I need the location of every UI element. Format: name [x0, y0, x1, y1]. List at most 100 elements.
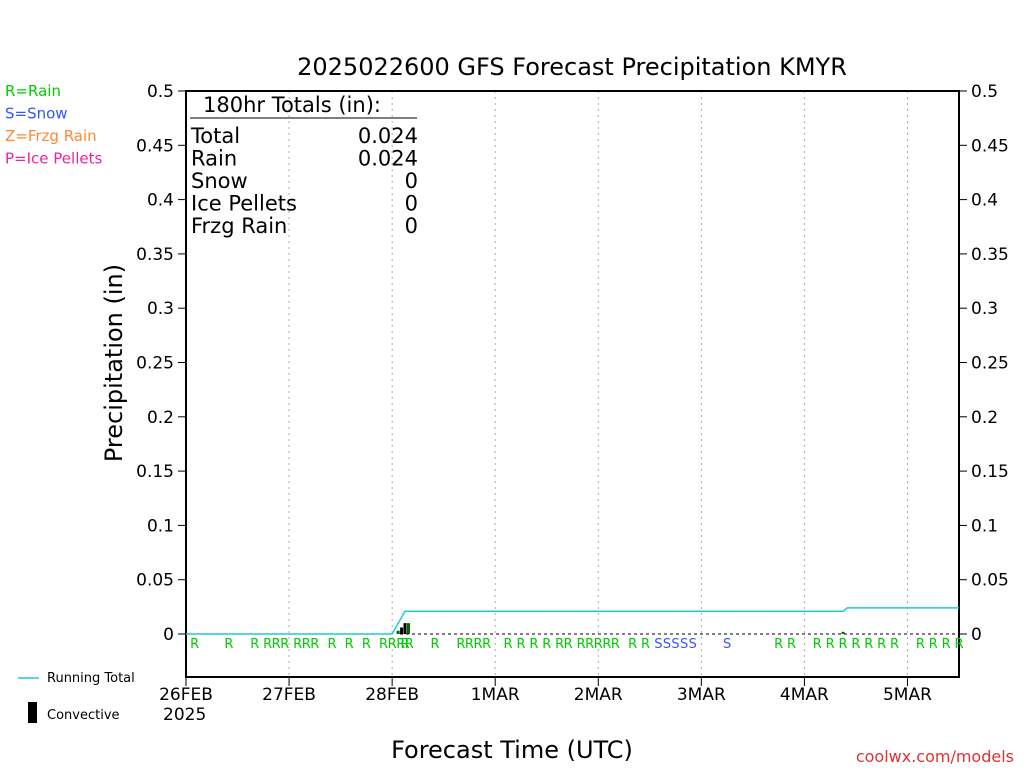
- precip-type-marker: R: [564, 637, 573, 652]
- x-tick-label: 3MAR: [677, 685, 726, 705]
- totals-row-value: 0: [405, 169, 418, 193]
- y-axis-left: 0.5 0.45 0.4 0.35 0.3 0.25 0.2 0.15 0.1 0.05 0: [136, 82, 186, 645]
- totals-row-value: 0: [405, 214, 418, 238]
- precip-type-marker: R: [190, 637, 199, 652]
- precip-type-marker: S: [680, 637, 688, 652]
- x-tick-label: 26FEB: [159, 685, 213, 705]
- chart-title: 2025022600 GFS Forecast Precipitation KM…: [297, 53, 847, 81]
- precip-type-marker: R: [929, 637, 938, 652]
- y-axis-label: Precipitation (in): [100, 264, 128, 462]
- precip-type-marker: R: [839, 637, 848, 652]
- precip-type-marker: R: [555, 637, 564, 652]
- precip-type-marker: R: [362, 637, 371, 652]
- precip-type-marker: R: [851, 637, 860, 652]
- precip-type-marker: S: [654, 637, 662, 652]
- legend-snow: S=Snow: [5, 105, 68, 123]
- precip-type-marker: R: [877, 637, 886, 652]
- y-tick-label-right: 0.4: [971, 191, 998, 211]
- x-axis-label: Forecast Time (UTC): [391, 736, 633, 764]
- precip-type-marker: R: [431, 637, 440, 652]
- x-axis: 26FEB 27FEB 28FEB 1MAR 2MAR 3MAR 4MAR 5MAR: [159, 677, 932, 705]
- y-tick-label-right: 0: [971, 625, 982, 645]
- convective-bar: [400, 627, 404, 634]
- precip-type-marker: S: [723, 637, 731, 652]
- convective-bar: [403, 623, 407, 634]
- x-tick-label: 28FEB: [365, 685, 419, 705]
- convective-legend-swatch: [28, 702, 37, 723]
- precip-type-marker: R: [473, 637, 482, 652]
- totals-row-label: Total: [190, 124, 240, 148]
- vertical-grid: [288, 91, 908, 677]
- precip-type-marker: R: [529, 637, 538, 652]
- x-tick-label: 5MAR: [883, 685, 932, 705]
- precip-type-marker: R: [594, 637, 603, 652]
- totals-row-label: Snow: [191, 169, 248, 193]
- precip-type-marker: R: [504, 637, 513, 652]
- precip-type-marker: R: [327, 637, 336, 652]
- precip-type-marker: R: [942, 637, 951, 652]
- precip-type-marker: R: [272, 637, 281, 652]
- totals-row-label: Rain: [191, 147, 237, 171]
- legend-ice: P=Ice Pellets: [5, 150, 102, 168]
- convective-legend-label: Convective: [47, 708, 120, 723]
- precip-type-marker: R: [293, 637, 302, 652]
- running-total-polyline: [186, 607, 959, 635]
- precip-type-marker: R: [396, 637, 405, 652]
- y-tick-label-left: 0.25: [136, 354, 174, 374]
- precip-type-marker: R: [345, 637, 354, 652]
- precip-type-legend: R=Rain S=Snow Z=Frzg Rain P=Ice Pellets: [5, 82, 102, 168]
- precip-type-marker: R: [465, 637, 474, 652]
- y-tick-label-left: 0.5: [147, 82, 174, 102]
- precip-type-marker: R: [890, 637, 899, 652]
- precip-type-marker: R: [456, 637, 465, 652]
- precip-type-marker: R: [787, 637, 796, 652]
- precip-type-marker: R: [774, 637, 783, 652]
- precip-type-marker: R: [263, 637, 272, 652]
- y-tick-label-right: 0.25: [971, 354, 1009, 374]
- y-tick-label-left: 0.35: [136, 245, 174, 265]
- totals-heading: 180hr Totals (in):: [203, 93, 381, 117]
- y-tick-label-left: 0.1: [147, 516, 174, 536]
- precip-type-marker: S: [689, 637, 697, 652]
- y-tick-label-right: 0.15: [971, 462, 1009, 482]
- totals-row-value: 0: [405, 192, 418, 216]
- precip-type-marker: R: [250, 637, 259, 652]
- x-tick-label: 2MAR: [574, 685, 623, 705]
- precip-type-marker: S: [671, 637, 679, 652]
- y-tick-label-right: 0.2: [971, 408, 998, 428]
- y-tick-label-right: 0.5: [971, 82, 998, 102]
- totals-row-value: 0.024: [358, 147, 418, 171]
- y-tick-label-left: 0.3: [147, 299, 174, 319]
- x-tick-label: 27FEB: [262, 685, 316, 705]
- y-tick-label-left: 0.05: [136, 571, 174, 591]
- x-tick-label: 1MAR: [471, 685, 520, 705]
- precip-type-marker: R: [611, 637, 620, 652]
- precip-type-marker: R: [641, 637, 650, 652]
- precip-type-marker: R: [224, 637, 233, 652]
- y-tick-label-right: 0.3: [971, 299, 998, 319]
- precip-type-marker: R: [379, 637, 388, 652]
- precip-bar: [396, 630, 400, 634]
- y-tick-label-right: 0.05: [971, 571, 1009, 591]
- precip-bar: [841, 631, 845, 634]
- precip-type-marker: R: [864, 637, 873, 652]
- line-legend: Running Total Convective: [18, 671, 135, 723]
- precip-type-marker: R: [577, 637, 586, 652]
- totals-box: 180hr Totals (in): Total 0.024 Rain 0.024 Sn…: [190, 93, 418, 238]
- y-tick-label-left: 0: [163, 625, 174, 645]
- y-tick-label-left: 0.4: [147, 191, 174, 211]
- precip-type-marker: R: [542, 637, 551, 652]
- precip-type-marker: R: [388, 637, 397, 652]
- legend-rain: R=Rain: [5, 82, 61, 100]
- precip-bar: [406, 623, 410, 634]
- y-tick-label-right: 0.35: [971, 245, 1009, 265]
- precip-type-marker: R: [813, 637, 822, 652]
- y-tick-label-right: 0.45: [971, 136, 1009, 156]
- running-total-line: [186, 607, 959, 635]
- y-tick-label-left: 0.2: [147, 408, 174, 428]
- precip-type-marker: R: [516, 637, 525, 652]
- precip-type-marker: R: [916, 637, 925, 652]
- y-tick-label-left: 0.45: [136, 136, 174, 156]
- precip-type-markers: R R R R R R R R R R R R R R RRR R R R R R R R R R R R R R R R R R R S S S S S…: [190, 637, 963, 652]
